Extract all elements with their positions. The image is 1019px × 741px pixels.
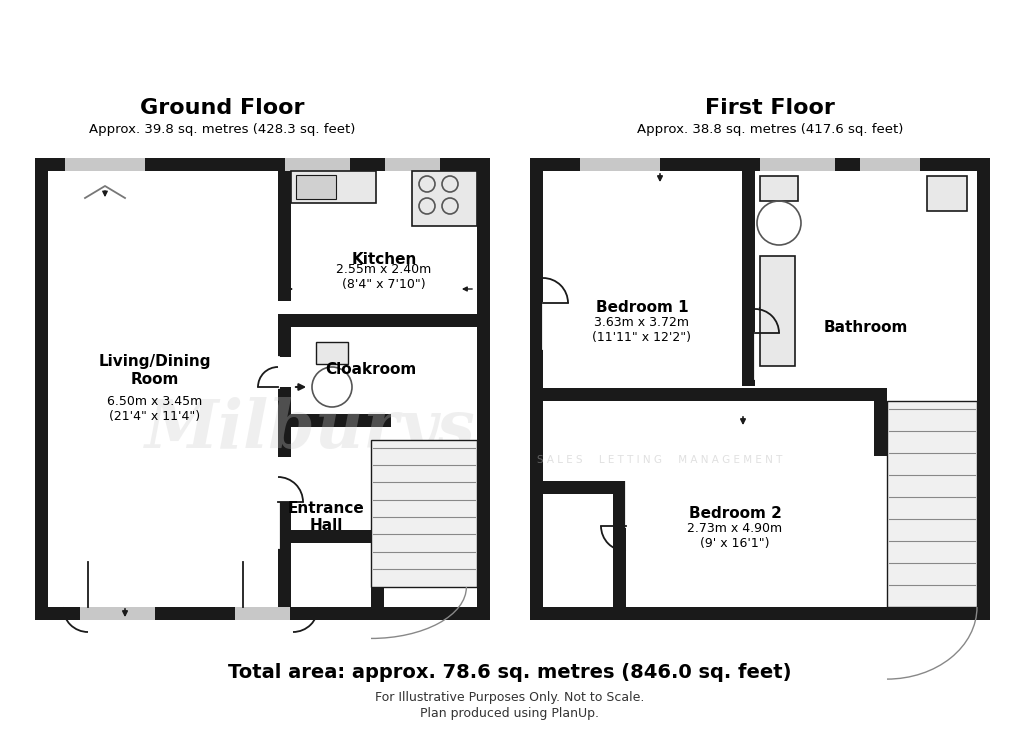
Bar bbox=[530, 607, 989, 620]
Text: Bedroom 2: Bedroom 2 bbox=[688, 507, 781, 522]
Bar bbox=[35, 158, 489, 171]
Bar bbox=[542, 388, 741, 401]
Text: Bedroom 1: Bedroom 1 bbox=[595, 301, 688, 316]
Text: Approx. 38.8 sq. metres (417.6 sq. feet): Approx. 38.8 sq. metres (417.6 sq. feet) bbox=[636, 124, 902, 136]
Text: 2.73m x 4.90m
(9' x 16'1"): 2.73m x 4.90m (9' x 16'1") bbox=[687, 522, 782, 550]
Bar bbox=[741, 388, 887, 401]
Bar bbox=[278, 387, 290, 427]
Text: Ground Floor: Ground Floor bbox=[140, 98, 304, 118]
Bar bbox=[887, 401, 976, 607]
Text: Plan produced using PlanUp.: Plan produced using PlanUp. bbox=[420, 708, 599, 720]
Text: First Floor: First Floor bbox=[704, 98, 835, 118]
Bar bbox=[741, 171, 754, 386]
Text: Entrance
Hall: Entrance Hall bbox=[287, 501, 364, 534]
Bar bbox=[477, 158, 489, 620]
Text: 6.50m x 3.45m
(21'4" x 11'4"): 6.50m x 3.45m (21'4" x 11'4") bbox=[107, 394, 203, 422]
Text: 2.55m x 2.40m
(8'4" x 7'10"): 2.55m x 2.40m (8'4" x 7'10") bbox=[336, 263, 431, 291]
Bar bbox=[290, 414, 390, 427]
Text: S A L E S     L E T T I N G     M A N A G E M E N T: S A L E S L E T T I N G M A N A G E M E … bbox=[537, 455, 782, 465]
Bar bbox=[542, 481, 612, 494]
Text: Approx. 39.8 sq. metres (428.3 sq. feet): Approx. 39.8 sq. metres (428.3 sq. feet) bbox=[89, 124, 355, 136]
Bar bbox=[926, 176, 966, 211]
Bar bbox=[759, 176, 797, 201]
Bar bbox=[580, 158, 659, 171]
Text: Kitchen: Kitchen bbox=[351, 251, 417, 267]
Bar bbox=[278, 314, 477, 327]
Bar bbox=[759, 158, 835, 171]
Bar bbox=[612, 481, 626, 607]
Bar bbox=[284, 158, 350, 171]
Bar bbox=[530, 158, 989, 171]
Bar bbox=[384, 158, 439, 171]
Text: Living/Dining
Room: Living/Dining Room bbox=[99, 354, 211, 387]
Bar bbox=[371, 440, 477, 587]
Bar bbox=[371, 530, 383, 607]
Text: Total area: approx. 78.6 sq. metres (846.0 sq. feet): Total area: approx. 78.6 sq. metres (846… bbox=[228, 662, 791, 682]
Text: Milburys: Milburys bbox=[145, 397, 475, 463]
Bar bbox=[412, 171, 477, 226]
Bar bbox=[278, 502, 290, 607]
Bar bbox=[79, 607, 155, 620]
Text: For Illustrative Purposes Only. Not to Scale.: For Illustrative Purposes Only. Not to S… bbox=[375, 691, 644, 705]
Bar bbox=[278, 427, 290, 457]
Bar bbox=[530, 158, 542, 620]
Bar bbox=[278, 171, 290, 301]
Bar bbox=[278, 327, 290, 357]
Text: Bathroom: Bathroom bbox=[823, 321, 907, 336]
Bar bbox=[296, 175, 335, 199]
Bar bbox=[859, 158, 919, 171]
Bar bbox=[35, 158, 489, 620]
Bar bbox=[976, 158, 989, 620]
Bar bbox=[873, 388, 887, 456]
Bar bbox=[530, 158, 989, 620]
Bar bbox=[234, 607, 289, 620]
Text: Cloakroom: Cloakroom bbox=[325, 362, 416, 376]
Bar bbox=[290, 530, 371, 543]
Bar bbox=[316, 342, 347, 364]
Text: 3.63m x 3.72m
(11'11" x 12'2"): 3.63m x 3.72m (11'11" x 12'2") bbox=[592, 316, 691, 344]
Bar bbox=[290, 171, 376, 203]
Bar bbox=[35, 607, 489, 620]
Bar bbox=[278, 414, 290, 427]
Bar bbox=[35, 158, 48, 620]
Bar bbox=[759, 256, 794, 366]
Bar bbox=[65, 158, 145, 171]
